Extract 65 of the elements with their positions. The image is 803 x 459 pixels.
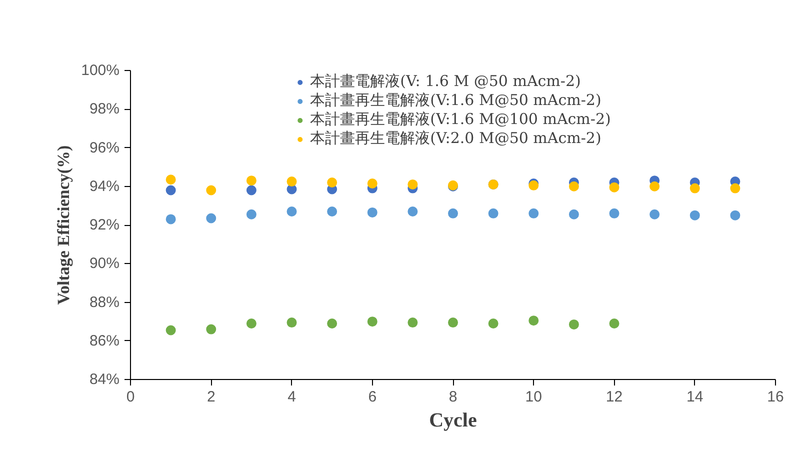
point: [166, 325, 176, 336]
point: [206, 185, 216, 196]
point: [488, 318, 498, 328]
point: [408, 206, 418, 216]
point: [528, 316, 539, 326]
point: [609, 182, 620, 192]
point: [609, 318, 620, 328]
point: [730, 210, 740, 220]
point: [166, 214, 176, 224]
point: [166, 185, 176, 196]
x-axis-title: Cycle: [429, 410, 477, 432]
point: [690, 183, 700, 194]
point: [206, 324, 216, 334]
point: [286, 318, 297, 328]
point: [246, 209, 256, 220]
point: [568, 319, 579, 330]
y-tick-label: 96%: [89, 139, 120, 156]
point: [206, 213, 216, 224]
point: [246, 176, 256, 186]
point: [327, 206, 338, 216]
point: [367, 207, 378, 218]
x-tick-label: 12: [606, 388, 623, 406]
point: [448, 208, 458, 218]
y-tick-label: 98%: [89, 100, 120, 118]
point: [166, 174, 176, 185]
y-tick-label: 86%: [89, 332, 120, 350]
point: [408, 179, 418, 190]
point: [650, 181, 660, 192]
x-tick-label: 16: [767, 388, 784, 406]
point: [367, 178, 378, 188]
point: [246, 318, 256, 328]
point: [528, 208, 539, 218]
legend-label: 本計畫電解液(V: 1.6 M @50 mAcm-2): [310, 72, 581, 91]
point: [367, 316, 378, 327]
point: [730, 183, 740, 194]
point: [408, 318, 418, 328]
x-tick-label: 2: [206, 388, 216, 406]
legend-label: 本計畫再生電解液(V:1.6 M@100 mAcm-2): [310, 110, 611, 129]
point: [327, 178, 338, 188]
point: [286, 206, 297, 216]
y-tick-label: 84%: [89, 371, 120, 388]
point: [448, 318, 458, 328]
x-tick-label: 6: [368, 388, 377, 406]
y-tick-label: 92%: [89, 216, 120, 234]
y-tick-label: 88%: [89, 294, 120, 311]
point: [488, 208, 498, 218]
y-tick-label: 90%: [89, 255, 120, 272]
point: [286, 176, 297, 187]
x-tick-label: 14: [686, 388, 704, 406]
point: [568, 209, 579, 220]
legend-label: 本計畫再生電解液(V:1.6 M@50 mAcm-2): [310, 91, 602, 110]
point: [650, 209, 660, 220]
legend-label: 本計畫再生電解液(V:2.0 M@50 mAcm-2): [310, 129, 602, 148]
x-tick-label: 8: [448, 388, 458, 406]
x-tick-label: 0: [126, 388, 135, 406]
y-axis-title: Voltage Efficiency(%): [54, 145, 74, 305]
point: [690, 210, 700, 220]
y-tick-label: 94%: [89, 178, 120, 195]
point: [609, 208, 620, 218]
x-tick-label: 10: [525, 388, 542, 406]
point: [246, 185, 256, 196]
point: [568, 181, 579, 192]
x-tick-label: 4: [288, 388, 296, 406]
point: [327, 318, 338, 328]
y-tick-label: 100%: [81, 62, 120, 79]
